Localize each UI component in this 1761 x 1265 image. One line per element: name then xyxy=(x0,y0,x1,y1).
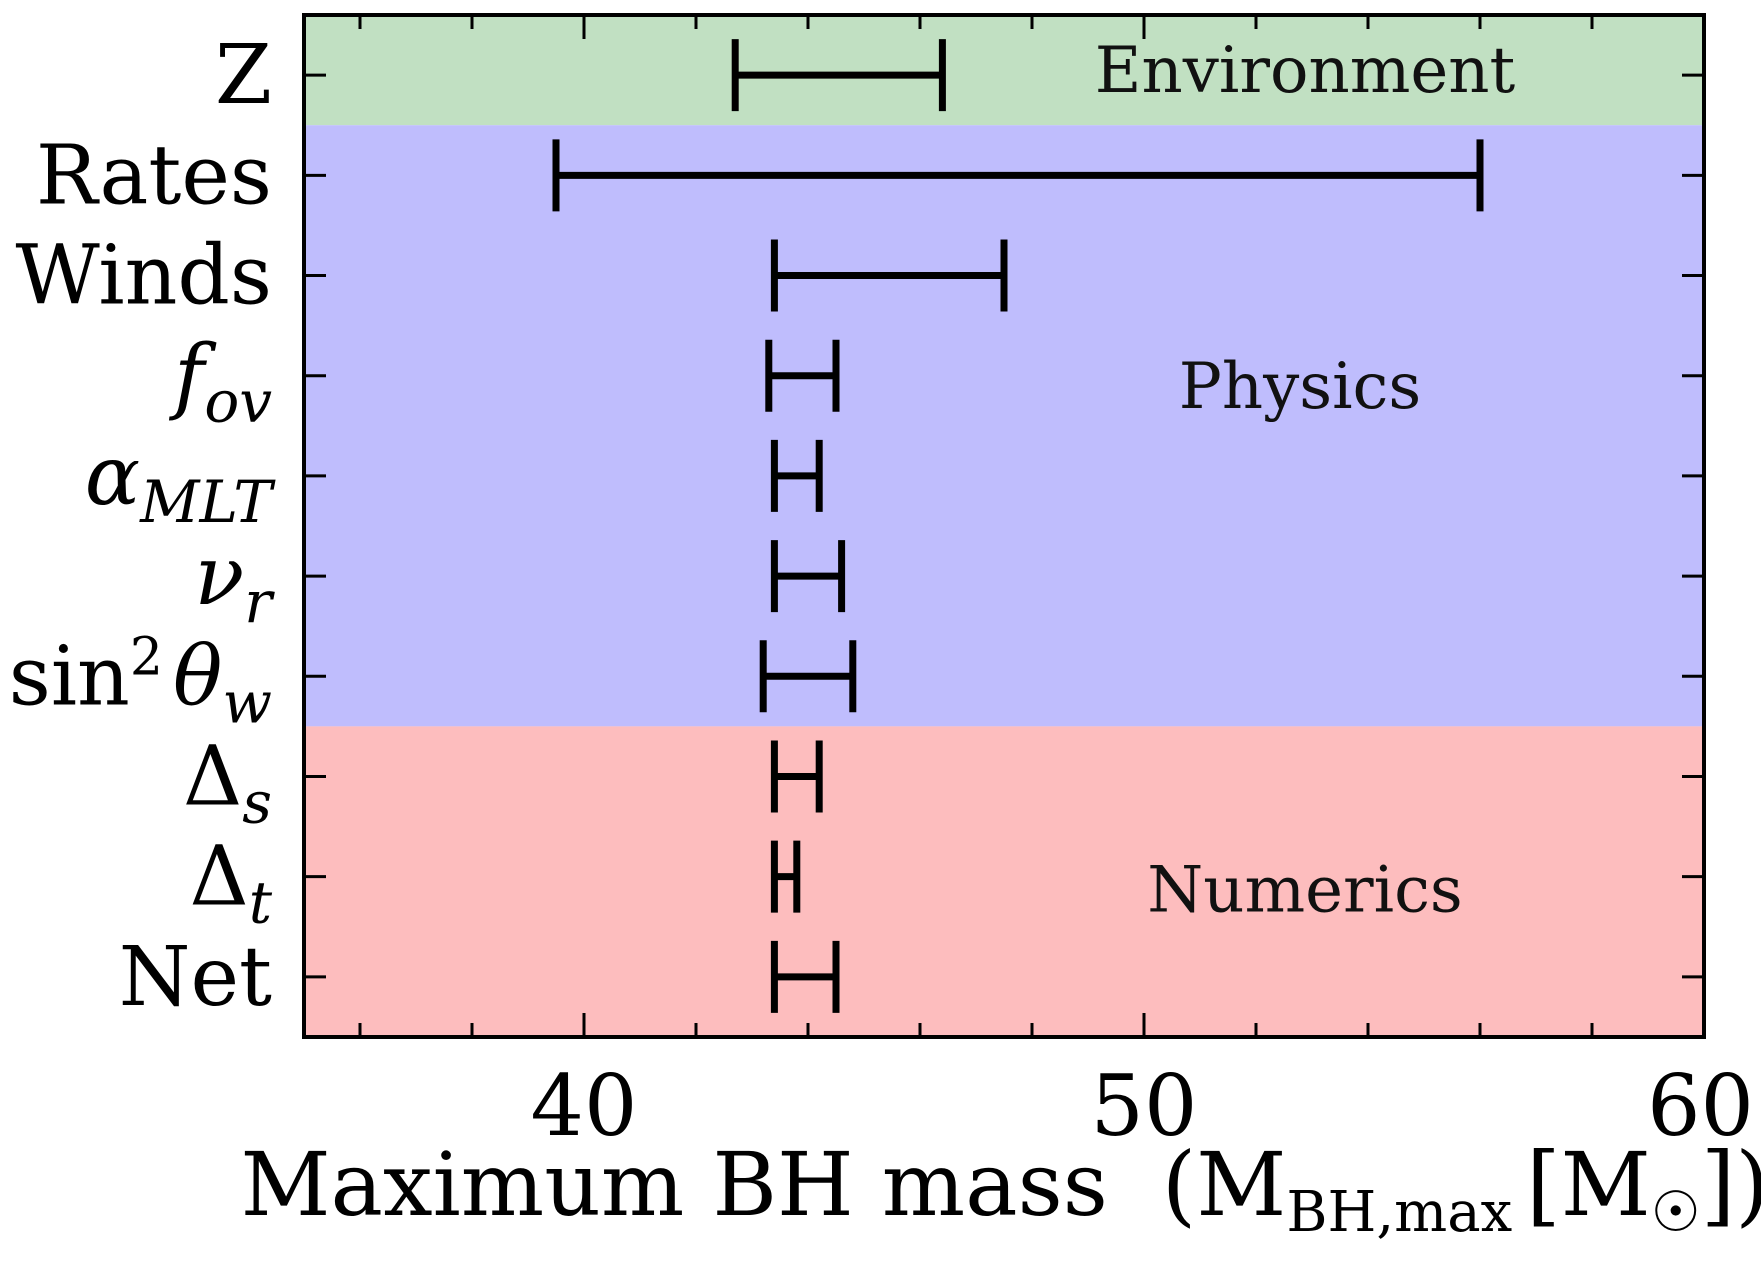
category-label: αMLT xyxy=(85,429,277,536)
range-bar xyxy=(770,439,823,512)
category-label-base: ν xyxy=(194,529,244,624)
region-band-numerics xyxy=(304,726,1704,1037)
category-label: fov xyxy=(168,329,272,436)
x-axis-title-open-paren: ( xyxy=(1162,1133,1196,1236)
region-label-numerics: Numerics xyxy=(1147,854,1463,928)
category-label-sup: 2 xyxy=(130,627,163,687)
range-bar xyxy=(759,640,857,713)
category-label-sub: ov xyxy=(204,368,272,436)
category-label-base2: θ xyxy=(173,629,222,724)
range-bars xyxy=(552,39,1484,1013)
category-label-base: Z xyxy=(215,28,272,123)
category-label-sub: t xyxy=(249,869,273,937)
x-tick-label: 40 xyxy=(531,1057,638,1155)
category-label-base: Net xyxy=(119,930,272,1025)
region-labels: Environment Physics Numerics xyxy=(1095,34,1516,928)
category-label-base: Δ xyxy=(189,830,248,925)
category-label-sub: s xyxy=(242,768,272,836)
range-bar xyxy=(765,339,840,412)
category-label: Winds xyxy=(16,229,272,324)
region-band-environment xyxy=(304,15,1704,126)
plot-frame xyxy=(302,13,1706,1039)
x-axis-title-unit-close: ]) xyxy=(1701,1133,1761,1236)
range-bar xyxy=(770,940,840,1013)
category-label: Z xyxy=(215,28,272,123)
region-bands xyxy=(304,15,1704,1037)
category-label-sub: MLT xyxy=(139,468,276,536)
category-label-base: Rates xyxy=(36,128,272,223)
x-axis-title-unit-sub: ☉ xyxy=(1651,1180,1701,1245)
minor-x-ticks xyxy=(358,15,1594,1037)
range-bar xyxy=(770,840,801,913)
category-label-base: Δ xyxy=(183,729,242,824)
category-label: Δs xyxy=(183,729,272,836)
range-bar xyxy=(770,540,846,613)
range-bar xyxy=(770,239,1008,312)
category-label-base: sin xyxy=(9,629,130,724)
region-label-physics: Physics xyxy=(1179,350,1421,424)
category-label: Rates xyxy=(36,128,272,223)
x-axis-title-main: Maximum BH mass xyxy=(240,1133,1108,1236)
range-bar xyxy=(731,39,946,112)
category-label: νr xyxy=(194,529,275,636)
range-bar xyxy=(770,740,823,813)
category-label-base: α xyxy=(85,429,140,524)
x-axis-title-subscript: BH,max xyxy=(1286,1180,1512,1245)
category-label-sub: r xyxy=(244,568,275,636)
x-tick-label: 50 xyxy=(1091,1057,1198,1155)
category-label: sin2 θw xyxy=(9,627,272,736)
region-band-physics xyxy=(304,125,1704,727)
range-bar xyxy=(552,139,1484,212)
category-label: Δt xyxy=(189,830,272,937)
x-tick-label: 60 xyxy=(1647,1057,1754,1155)
x-axis-title: Maximum BH mass (MBH,max[M☉]) xyxy=(240,1133,1761,1245)
x-axis-title-symbol: M xyxy=(1196,1133,1286,1236)
x-tick-labels: 40 50 60 xyxy=(531,1057,1754,1155)
category-label-base: Winds xyxy=(16,229,272,324)
x-axis-title-unit-open: [M xyxy=(1526,1133,1650,1236)
category-label: Net xyxy=(119,930,272,1025)
region-label-environment: Environment xyxy=(1095,34,1516,108)
y-ticks xyxy=(304,73,1704,979)
category-label-sub: w xyxy=(222,668,272,736)
